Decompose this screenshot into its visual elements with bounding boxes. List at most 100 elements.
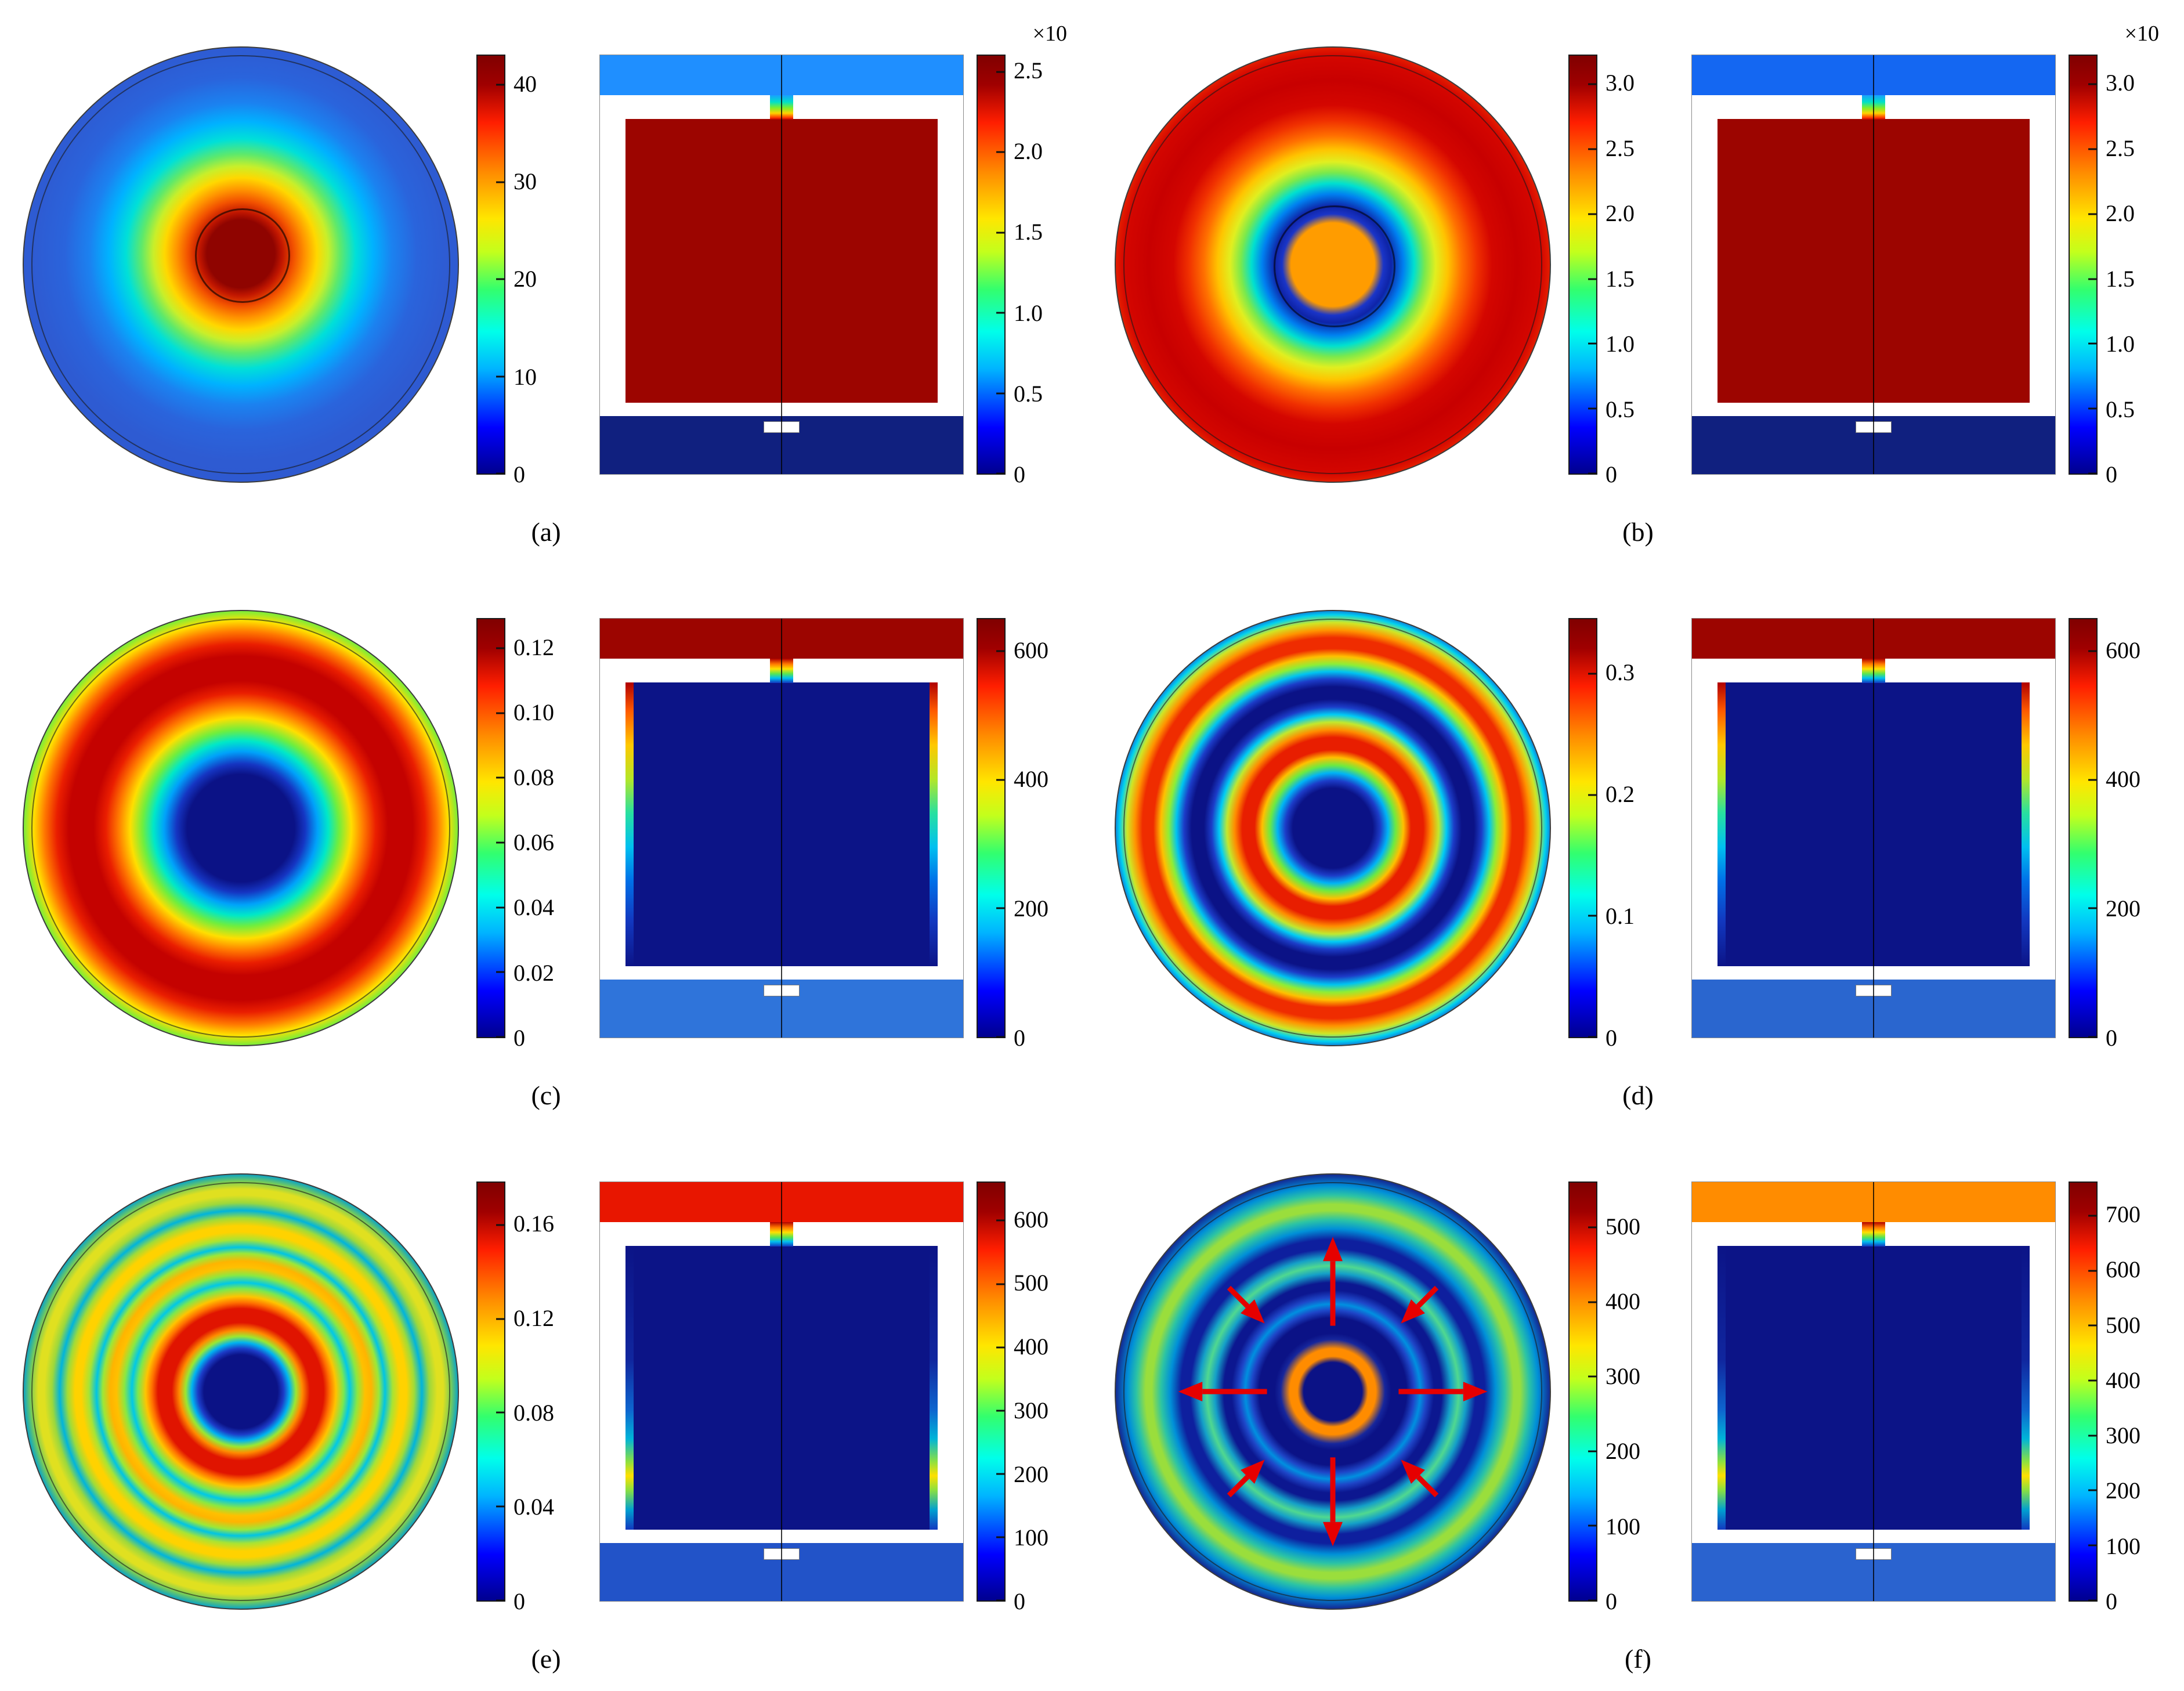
colorbar-tick-label: 3.0 (2106, 70, 2135, 96)
flow-arrows (1178, 1237, 1488, 1547)
colorbar-tick-label: 400 (2106, 766, 2140, 793)
colorbar-tick-label: 1.5 (1014, 219, 1043, 245)
colorbar-tick-label: 1.0 (2106, 331, 2135, 357)
chamber-wall-ring (1123, 619, 1542, 1038)
colorbar-gradient (2069, 55, 2098, 475)
colorbar-tick (2088, 1324, 2096, 1327)
colorbar-tick-label: 200 (2106, 1477, 2140, 1504)
colorbar-tick (996, 650, 1004, 652)
colorbar-tick (2088, 1270, 2096, 1272)
colorbar-tick (2088, 342, 2096, 345)
cross-section-colorbar: 700 600 500 400 300 200 100 0 (2069, 1181, 2167, 1614)
panel-a: 40 30 20 10 0 ×10 2.5 2.0 1.5 1.0 0.5 0 (a) (0, 0, 1092, 563)
colorbar-tick-label: 3.0 (1606, 70, 1635, 96)
panel-row: 0.12 0.10 0.08 0.06 0.04 0.02 0 600 400 200 0 (0, 579, 1092, 1078)
panel-label: (a) (531, 517, 561, 547)
chamber-wall-ring (31, 1182, 450, 1601)
colorbar-tick-label: 400 (1606, 1288, 1640, 1314)
colorbar-tick (496, 1411, 504, 1414)
cross-section-heatmap (599, 1181, 964, 1602)
cross-section-colorbar: 600 400 200 0 (977, 618, 1075, 1050)
colorbar-tick (496, 84, 504, 86)
colorbar-tick-label: 500 (1606, 1213, 1640, 1240)
panel-d: 0.3 0.2 0.1 0 600 400 200 0 (d) (1092, 563, 2184, 1127)
colorbar-tick-label: 2.5 (1606, 135, 1635, 161)
colorbar-tick (2088, 1215, 2096, 1217)
colorbar-tick-label: 100 (1014, 1524, 1048, 1551)
colorbar-tick-label: 500 (2106, 1311, 2140, 1338)
colorbar-tick (996, 1219, 1004, 1222)
colorbar-tick (2088, 1379, 2096, 1382)
colorbar-tick (996, 1410, 1004, 1412)
colorbar-gradient (977, 618, 1006, 1038)
colorbar-tick-label: 300 (1606, 1363, 1640, 1390)
panel-e: 0.16 0.12 0.08 0.04 0 600 500 400 300 200 100 0 (e… (0, 1127, 1092, 1690)
colorbar-tick-label: 0.04 (514, 894, 554, 921)
colorbar-tick (1588, 213, 1596, 215)
colorbar-tick (1588, 472, 1596, 475)
colorbar-tick-label: 0 (1606, 1025, 1617, 1051)
colorbar-tick (2088, 213, 2096, 215)
colorbar-tick-label: 0 (2106, 1025, 2117, 1051)
colorbar-tick-label: 30 (514, 168, 537, 194)
cross-section-heatmap (1691, 55, 2056, 475)
colorbar-tick-label: 0 (2106, 461, 2117, 487)
colorbar-tick-label: 0 (1606, 461, 1617, 487)
colorbar-tick (496, 1224, 504, 1226)
colorbar-tick-label: 0.10 (514, 699, 554, 725)
colorbar-tick (1588, 1375, 1596, 1378)
colorbar-tick-label: 200 (1014, 895, 1048, 922)
colorbar-tick (996, 1599, 1004, 1602)
colorbar-tick-label: 0 (1606, 1588, 1617, 1614)
right-sheath-strip (930, 682, 938, 967)
symmetry-axis (1873, 1182, 1874, 1601)
colorbar-tick (1588, 1301, 1596, 1303)
colorbar-tick (496, 278, 504, 280)
colorbar-tick (1588, 342, 1596, 345)
colorbar-tick (1588, 1036, 1596, 1038)
colorbar-tick (996, 907, 1004, 909)
colorbar-tick-label: 400 (1014, 1334, 1048, 1360)
colorbar-gradient (1568, 618, 1597, 1038)
colorbar-tick-label: 300 (1014, 1397, 1048, 1423)
colorbar-tick-label: 2.0 (2106, 200, 2135, 227)
colorbar-tick (996, 779, 1004, 781)
colorbar-tick (496, 906, 504, 909)
colorbar-gradient (977, 1181, 1006, 1602)
panel-label: (d) (1622, 1081, 1654, 1110)
disk-colorbar: 0.12 0.10 0.08 0.06 0.04 0.02 0 (476, 618, 575, 1050)
cross-section-heatmap (599, 55, 964, 475)
colorbar-tick-label: 1.0 (1014, 299, 1043, 326)
colorbar-tick-label: 0.2 (1606, 781, 1635, 808)
colorbar-tick (2088, 650, 2096, 652)
colorbar-tick (1588, 1226, 1596, 1228)
right-sheath-strip (930, 1245, 938, 1530)
colorbar-tick-label: 400 (2106, 1367, 2140, 1393)
chamber-wall-ring (1123, 55, 1542, 474)
colorbar-tick-label: 0 (514, 461, 525, 487)
colorbar-tick-label: 600 (2106, 637, 2140, 663)
colorbar-tick-label: 0 (1014, 461, 1025, 487)
colorbar-tick (2088, 278, 2096, 280)
colorbar-tick-label: 2.5 (2106, 135, 2135, 161)
colorbar-gradient (2069, 618, 2098, 1038)
colorbar-tick-label: 0 (514, 1025, 525, 1051)
colorbar-tick (496, 181, 504, 183)
left-sheath-strip (625, 682, 634, 967)
colorbar-tick (996, 1473, 1004, 1475)
panel-label: (e) (531, 1644, 561, 1674)
colorbar-tick (496, 1036, 504, 1038)
colorbar-tick (1588, 1524, 1596, 1527)
colorbar-tick (1588, 148, 1596, 150)
colorbar-tick (2088, 779, 2096, 781)
colorbar-tick-label: 1.5 (2106, 265, 2135, 292)
right-sheath-strip (2022, 682, 2030, 967)
chamber-wall-ring (1123, 1182, 1542, 1601)
panel-b: 3.0 2.5 2.0 1.5 1.0 0.5 0 ×10 3.0 2.5 2.0 1.5 1.0 0… (1092, 0, 2184, 563)
colorbar-tick (1588, 915, 1596, 917)
right-sheath-strip (2022, 1245, 2030, 1530)
colorbar-tick-label: 0 (1014, 1588, 1025, 1614)
disk-colorbar: 0.3 0.2 0.1 0 (1568, 618, 1667, 1050)
colorbar-tick (1588, 83, 1596, 85)
